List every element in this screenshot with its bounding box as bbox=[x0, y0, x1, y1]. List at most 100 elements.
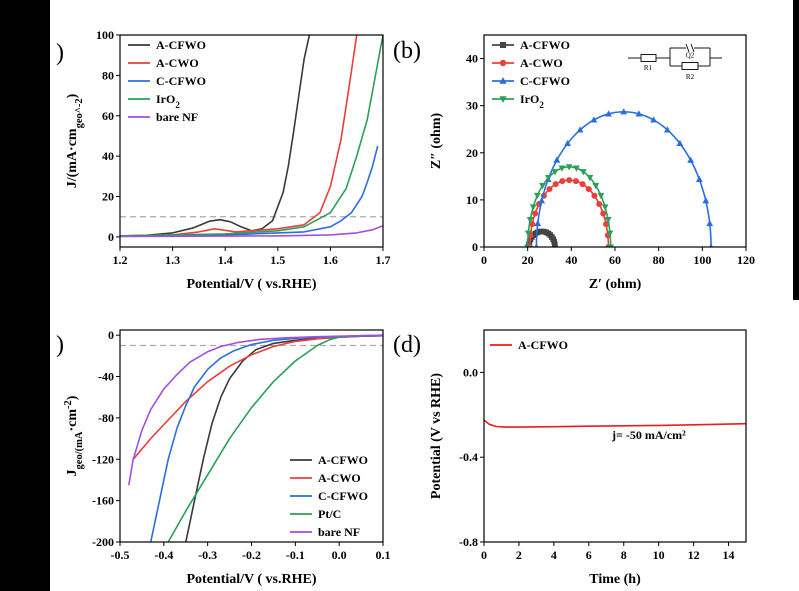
x-tick-label: 40 bbox=[565, 253, 577, 267]
x-tick-label: -0.2 bbox=[242, 548, 261, 562]
equivalent-circuit bbox=[628, 43, 722, 70]
y-tick-label: 80 bbox=[102, 68, 114, 82]
data-point bbox=[539, 183, 546, 190]
data-point bbox=[545, 175, 552, 182]
y-axis-title: Z″ (ohm) bbox=[429, 112, 444, 169]
x-tick-label: 12 bbox=[688, 548, 700, 562]
data-point bbox=[576, 126, 584, 133]
data-point bbox=[579, 169, 587, 176]
legend-label: C-CFWO bbox=[520, 74, 570, 88]
x-tick-label: 10 bbox=[653, 548, 665, 562]
y-tick-label: -0.4 bbox=[459, 450, 478, 464]
data-point bbox=[572, 165, 580, 172]
annotation-label: j= -50 mA/cm² bbox=[611, 428, 686, 442]
y-axis-title: Potential (V vs RHE) bbox=[429, 373, 444, 499]
x-tick-label: 14 bbox=[723, 548, 735, 562]
data-point bbox=[605, 110, 612, 117]
data-point bbox=[566, 177, 573, 184]
data-point bbox=[532, 210, 539, 217]
left-black-margin bbox=[0, 0, 50, 591]
data-point bbox=[586, 175, 594, 182]
plot-area bbox=[120, 35, 383, 238]
x-tick-label: -0.1 bbox=[286, 548, 305, 562]
legend-label: Pt/C bbox=[318, 507, 341, 521]
x-tick-label: 1.2 bbox=[113, 253, 128, 267]
x-tick-label: 1.5 bbox=[270, 253, 285, 267]
x-tick-label: 4 bbox=[551, 548, 557, 562]
legend-label: bare NF bbox=[156, 110, 198, 124]
data-point bbox=[524, 244, 532, 247]
data-point bbox=[695, 175, 703, 182]
legend-label: A-CFWO bbox=[518, 338, 568, 352]
legend-label: A-CWO bbox=[520, 56, 563, 70]
r2-label: R2 bbox=[686, 73, 695, 81]
legend-label: A-CFWO bbox=[318, 453, 368, 467]
data-point bbox=[529, 204, 537, 211]
legend-label: A-CWO bbox=[156, 56, 199, 70]
data-point bbox=[603, 221, 610, 228]
plot-area bbox=[128, 334, 383, 542]
plot-frame bbox=[119, 34, 384, 248]
x-axis-title: Z′ (ohm) bbox=[589, 277, 642, 292]
data-point bbox=[601, 204, 609, 211]
y-tick-label: 0 bbox=[108, 328, 114, 342]
plot-frame bbox=[483, 329, 747, 543]
x-tick-label: 1.4 bbox=[218, 253, 233, 267]
x-tick-label: -0.4 bbox=[154, 548, 173, 562]
series-line-0 bbox=[185, 334, 383, 542]
series-line-4 bbox=[120, 225, 383, 238]
data-point bbox=[606, 230, 614, 237]
data-point bbox=[620, 108, 628, 115]
legend-marker bbox=[499, 96, 507, 103]
y-tick-label: 40 bbox=[102, 149, 114, 163]
x-tick-label: 120 bbox=[737, 253, 755, 267]
y-tick-label: -0.8 bbox=[459, 535, 478, 549]
data-point bbox=[635, 110, 643, 117]
x-tick-label: 0.1 bbox=[376, 548, 391, 562]
y-tick-label: -80 bbox=[98, 411, 114, 425]
data-point bbox=[572, 178, 579, 185]
data-point bbox=[597, 192, 605, 200]
y-tick-label: 10 bbox=[466, 193, 478, 207]
q2-label: Q2 bbox=[686, 52, 695, 60]
series-line-1 bbox=[120, 35, 358, 237]
data-point bbox=[551, 169, 559, 176]
y-tick-label: 60 bbox=[102, 109, 114, 123]
data-point bbox=[559, 178, 566, 185]
x-axis-title: Potential/V ( vs.RHE) bbox=[186, 277, 316, 292]
y-tick-label: -160 bbox=[92, 494, 114, 508]
plot-area bbox=[524, 108, 714, 247]
legend-label: A-CFWO bbox=[156, 38, 206, 52]
series-line-2 bbox=[120, 145, 379, 237]
x-tick-label: 1.3 bbox=[165, 253, 180, 267]
data-point bbox=[706, 219, 714, 227]
y-tick-label: 0.0 bbox=[463, 365, 478, 379]
legend-label: A-CFWO bbox=[520, 38, 570, 52]
x-tick-label: 2 bbox=[516, 548, 522, 562]
data-point bbox=[534, 219, 542, 227]
x-tick-label: 1.6 bbox=[323, 253, 338, 267]
x-tick-label: 8 bbox=[621, 548, 627, 562]
y-axis-title: J/(mA·cmgeo^-2) bbox=[65, 93, 85, 188]
cpe-q2 bbox=[685, 43, 695, 53]
panel-0: 1.2 1.3 1.4 1.5 1.6 1.7 0 20 40 60 80 100 Potential/… bbox=[56, 28, 391, 292]
data-point bbox=[650, 116, 658, 123]
data-point bbox=[533, 192, 541, 200]
series-line-0 bbox=[120, 35, 311, 237]
series-line-4 bbox=[128, 334, 383, 486]
x-tick-label: 1.7 bbox=[376, 253, 391, 267]
data-point bbox=[524, 230, 532, 237]
data-point bbox=[558, 165, 566, 172]
data-point bbox=[604, 217, 612, 224]
series-line-1 bbox=[529, 179, 610, 247]
x-tick-label: 6 bbox=[586, 548, 592, 562]
y-tick-label: 20 bbox=[466, 146, 478, 160]
series-line-0 bbox=[484, 419, 746, 428]
data-point bbox=[687, 156, 695, 163]
plot-area bbox=[484, 419, 746, 428]
x-tick-label: -0.5 bbox=[111, 548, 130, 562]
legend-label: IrO2 bbox=[520, 92, 544, 110]
data-point bbox=[585, 186, 592, 193]
data-point bbox=[664, 126, 671, 133]
